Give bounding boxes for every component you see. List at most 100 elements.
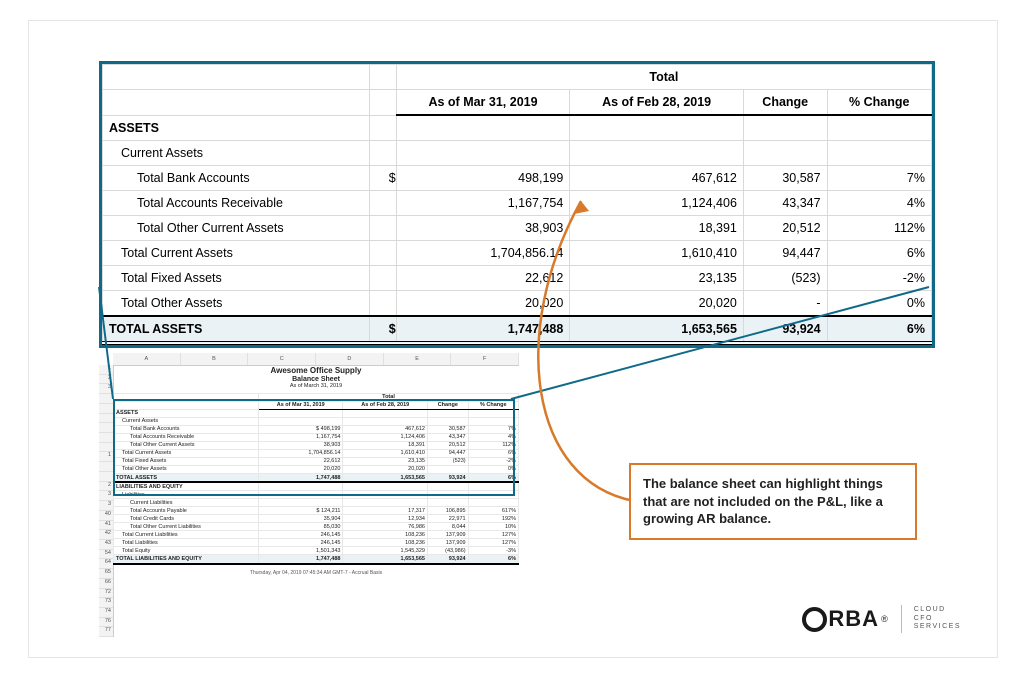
- logo-separator: [901, 605, 902, 633]
- row-number: [99, 462, 113, 472]
- current-assets-label: Current Assets: [103, 141, 370, 166]
- col-change: Change: [743, 90, 827, 116]
- cell-feb: 1,610,410: [570, 241, 744, 266]
- row-number: 1: [99, 365, 113, 375]
- cell-pct: 6%: [827, 241, 931, 266]
- cell-chg: 94,447: [743, 241, 827, 266]
- row-label: Total Fixed Assets: [103, 266, 370, 291]
- cell-feb: 20,020: [570, 291, 744, 317]
- row-number: [99, 443, 113, 453]
- row-number: 2: [99, 482, 113, 492]
- col-letter: D: [316, 353, 384, 365]
- row-number: 74: [99, 608, 113, 618]
- row-number: 3: [99, 384, 113, 394]
- row-number: 72: [99, 589, 113, 599]
- total-pct: 6%: [827, 316, 931, 343]
- table-row: Total Other Assets20,02020,020-0%: [103, 291, 932, 317]
- table-row: ASSETS: [103, 115, 932, 141]
- row-number: [99, 414, 113, 424]
- sheet-date: As of March 31, 2019: [113, 383, 519, 392]
- total-header: Total: [396, 65, 931, 90]
- table-row: Total Accounts Receivable 1,167,7541,124,…: [103, 191, 932, 216]
- col-letter: F: [451, 353, 519, 365]
- table-row: Total Other Current Assets38,90318,39120…: [114, 441, 519, 449]
- total-feb: 1,653,565: [570, 316, 744, 343]
- row-number: [99, 423, 113, 433]
- logo-tagline: CLOUD CFO SERVICES: [914, 606, 961, 632]
- currency-symbol: $: [369, 166, 396, 191]
- table-row: Total Bank Accounts$498,199467,61230,587…: [103, 166, 932, 191]
- row-number: 3: [99, 491, 113, 501]
- col-letter: C: [248, 353, 316, 365]
- currency-symbol: [369, 266, 396, 291]
- row-number: 65: [99, 569, 113, 579]
- col-letter: B: [181, 353, 249, 365]
- row-label: Total Bank Accounts: [103, 166, 370, 191]
- table-row: As of Mar 31, 2019 As of Feb 28, 2019 Ch…: [103, 90, 932, 116]
- row-number: 2: [99, 375, 113, 385]
- table-row: Total Other Assets20,02020,0200%: [114, 465, 519, 473]
- table-row: Total Accounts Payable$ 124,21117,317106…: [114, 507, 519, 515]
- cell-feb: 1,124,406: [570, 191, 744, 216]
- row-label: Total Accounts Receivable: [103, 191, 370, 216]
- cell-chg: (523): [743, 266, 827, 291]
- thumb-total-header: Total: [259, 393, 519, 401]
- table-row: Total Current Assets1,704,856.141,610,41…: [103, 241, 932, 266]
- currency-symbol: $: [369, 316, 396, 343]
- currency-symbol: [369, 191, 396, 216]
- row-number: 42: [99, 530, 113, 540]
- table-row: Current Assets: [103, 141, 932, 166]
- magnified-table-container: Total As of Mar 31, 2019 As of Feb 28, 2…: [99, 61, 935, 348]
- cell-mar: 22,612: [396, 266, 570, 291]
- row-number: [99, 433, 113, 443]
- table-row: Total Fixed Assets22,61223,135(523)-2%: [103, 266, 932, 291]
- cell-chg: -: [743, 291, 827, 317]
- col-feb: As of Feb 28, 2019: [570, 90, 744, 116]
- row-number: 54: [99, 550, 113, 560]
- row-label: Total Other Assets: [103, 291, 370, 317]
- table-row: Total Credit Cards35,90412,93422,971192%: [114, 515, 519, 523]
- row-number: 1: [99, 452, 113, 462]
- row-number: 77: [99, 627, 113, 637]
- cell-mar: 20,020: [396, 291, 570, 317]
- cell-mar: 1,167,754: [396, 191, 570, 216]
- cell-mar: 38,903: [396, 216, 570, 241]
- table-row: Total Accounts Receivable1,167,7541,124,…: [114, 433, 519, 441]
- sheet-subtitle: Balance Sheet: [113, 376, 519, 384]
- table-row: Total Current Assets1,704,856.141,610,41…: [114, 449, 519, 457]
- magnified-table: Total As of Mar 31, 2019 As of Feb 28, 2…: [102, 64, 932, 345]
- cell-chg: 20,512: [743, 216, 827, 241]
- sheet-footer: Thursday, Apr 04, 2019 07:45:34 AM GMT-7…: [113, 565, 519, 577]
- row-number: [99, 404, 113, 414]
- row-number: [99, 472, 113, 482]
- logo-wordmark: RBA ®: [802, 606, 888, 632]
- row-number: [99, 394, 113, 404]
- row-number: 3: [99, 501, 113, 511]
- table-row: Total: [103, 65, 932, 90]
- table-row: Total Liabilities246,145108,236137,90912…: [114, 539, 519, 547]
- total-mar: 1,747,488: [396, 316, 570, 343]
- cell-feb: 18,391: [570, 216, 744, 241]
- total-assets-label: TOTAL ASSETS: [103, 316, 370, 343]
- table-row: Total Other Current Liabilities85,03076,…: [114, 523, 519, 531]
- col-letter: A: [113, 353, 181, 365]
- cell-mar: 498,199: [396, 166, 570, 191]
- cell-pct: 0%: [827, 291, 931, 317]
- table-row: Total Equity1,501,3431,545,329(43,986)-3…: [114, 547, 519, 555]
- row-number: 64: [99, 559, 113, 569]
- table-row: Total Bank Accounts$ 498,199467,61230,58…: [114, 425, 519, 433]
- row-number: 76: [99, 618, 113, 628]
- cell-chg: 30,587: [743, 166, 827, 191]
- currency-symbol: [369, 291, 396, 317]
- total-assets-row: TOTAL ASSETS $ 1,747,488 1,653,565 93,92…: [103, 316, 932, 343]
- registered-icon: ®: [881, 614, 889, 624]
- row-number: 41: [99, 521, 113, 531]
- orba-logo: RBA ® CLOUD CFO SERVICES: [802, 605, 961, 633]
- cell-pct: 4%: [827, 191, 931, 216]
- row-number: 40: [99, 511, 113, 521]
- cell-mar: 1,704,856.14: [396, 241, 570, 266]
- cell-pct: 112%: [827, 216, 931, 241]
- currency-symbol: [369, 216, 396, 241]
- callout-box: The balance sheet can highlight things t…: [629, 463, 917, 540]
- sheet-title: Awesome Office Supply: [113, 365, 519, 376]
